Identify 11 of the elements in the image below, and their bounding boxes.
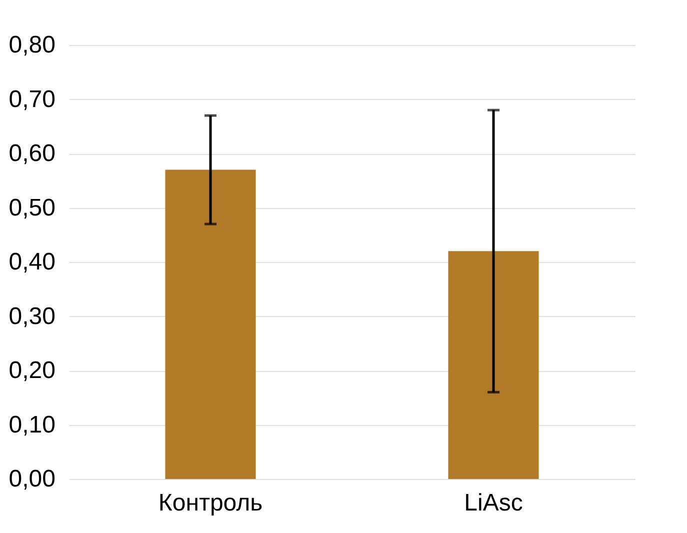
y-tick-label: 0,70 xyxy=(8,86,56,113)
y-tick-label: 0,60 xyxy=(8,140,56,167)
y-tick-label: 0,00 xyxy=(8,466,56,492)
y-tick-label: 0,80 xyxy=(8,32,56,58)
y-tick-label: 0,10 xyxy=(8,411,56,438)
x-tick-label: LiAsc xyxy=(464,490,523,516)
y-tick-label: 0,40 xyxy=(8,248,56,276)
y-tick-label: 0,50 xyxy=(8,194,56,222)
y-tick-label: 0,30 xyxy=(8,302,56,330)
y-tick-label: 0,20 xyxy=(8,357,56,384)
x-tick-label: Контроль xyxy=(158,490,263,516)
